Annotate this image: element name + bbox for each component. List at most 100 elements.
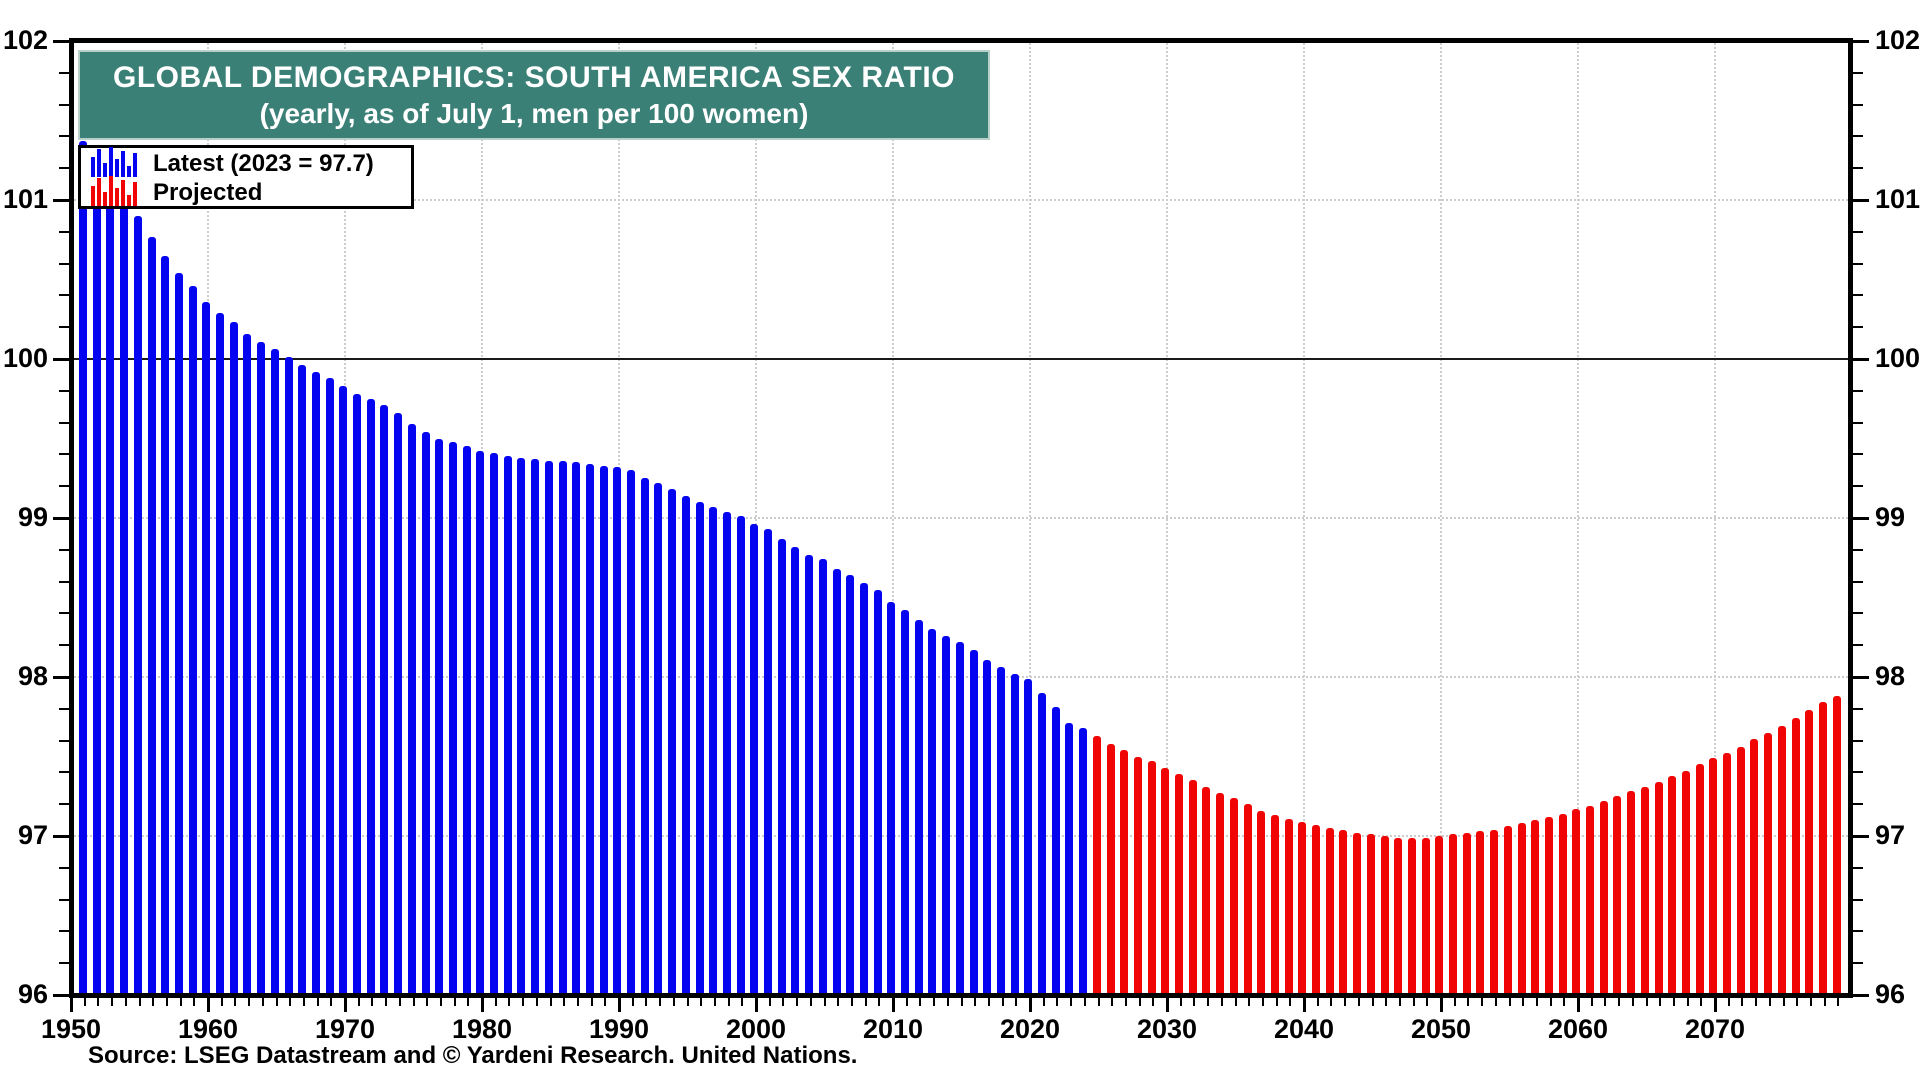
- y-minor-tick-right: [1853, 262, 1863, 265]
- bar-1996: [709, 506, 718, 995]
- bar-2021: [1051, 707, 1060, 995]
- x-major-tick: [206, 998, 210, 1012]
- y-minor-tick-right: [1853, 580, 1863, 583]
- x-minor-tick: [1275, 998, 1278, 1006]
- legend-mini-bar: [103, 192, 107, 206]
- bar-2051: [1462, 832, 1471, 995]
- x-minor-tick: [850, 998, 853, 1006]
- bar-1957: [174, 273, 183, 995]
- y-minor-tick-left: [59, 707, 69, 710]
- bar-2033: [1216, 793, 1225, 995]
- legend-mini-bar: [91, 186, 95, 206]
- bar-1952: [106, 168, 115, 995]
- legend: Latest (2023 = 97.7) Projected: [78, 145, 414, 209]
- x-minor-tick: [1782, 998, 1785, 1006]
- x-minor-tick: [508, 998, 511, 1006]
- x-minor-tick: [1083, 998, 1086, 1006]
- x-minor-tick: [1741, 998, 1744, 1006]
- x-minor-tick: [1508, 998, 1511, 1006]
- y-minor-tick-left: [59, 103, 69, 106]
- legend-mini-bar: [109, 176, 113, 206]
- y-axis-label-right: 96: [1875, 979, 1906, 1009]
- x-minor-tick: [823, 998, 826, 1006]
- legend-mini-bar: [109, 147, 113, 177]
- bar-1967: [311, 371, 320, 995]
- bar-2023: [1079, 727, 1088, 995]
- bar-2037: [1270, 815, 1279, 995]
- x-axis-label: 2040: [1273, 1014, 1335, 1044]
- x-minor-tick: [809, 998, 812, 1006]
- bar-2016: [983, 659, 992, 995]
- x-minor-tick: [604, 998, 607, 1006]
- y-minor-tick-right: [1853, 230, 1863, 233]
- bar-2048: [1421, 837, 1430, 995]
- x-minor-tick: [563, 998, 566, 1006]
- y-axis-label-left: 100: [2, 343, 48, 373]
- bar-1963: [257, 341, 266, 995]
- bar-1961: [229, 322, 238, 995]
- bar-1960: [216, 312, 224, 995]
- x-axis-label: 2010: [862, 1014, 924, 1044]
- y-axis-label-right: 99: [1875, 502, 1906, 532]
- x-axis-label: 1970: [314, 1014, 376, 1044]
- bar-1999: [750, 524, 759, 995]
- bar-1981: [503, 455, 512, 995]
- bar-2030: [1175, 773, 1183, 995]
- bar-2064: [1640, 786, 1649, 995]
- x-minor-tick: [1124, 998, 1127, 1006]
- x-minor-tick: [1138, 998, 1141, 1006]
- bar-2066: [1668, 775, 1677, 995]
- bar-2002: [791, 546, 800, 995]
- x-minor-tick: [1522, 998, 1525, 1006]
- blue-bars-icon: [91, 147, 141, 177]
- bar-1976: [435, 438, 444, 995]
- bar-2076: [1805, 710, 1814, 995]
- x-minor-tick: [453, 998, 456, 1006]
- y-minor-tick-left: [59, 485, 69, 488]
- x-major-tick: [1713, 998, 1717, 1012]
- y-minor-tick-right: [1853, 866, 1863, 869]
- bar-2006: [846, 575, 855, 995]
- x-minor-tick: [1481, 998, 1484, 1006]
- legend-row-projected: Projected: [91, 176, 411, 206]
- bar-1993: [668, 489, 677, 995]
- legend-mini-bar: [115, 159, 119, 177]
- y-axis-label-left: 99: [17, 502, 48, 532]
- x-minor-tick: [1755, 998, 1758, 1006]
- y-minor-tick-right: [1853, 135, 1863, 138]
- y-minor-tick-right: [1853, 962, 1863, 965]
- bar-2007: [859, 583, 868, 995]
- bar-1995: [695, 502, 704, 995]
- y-minor-tick-right: [1853, 803, 1863, 806]
- y-major-tick-right: [1853, 39, 1869, 43]
- legend-latest-label: Latest (2023 = 97.7): [153, 150, 374, 177]
- y-axis-label-left: 101: [2, 184, 48, 214]
- y-minor-tick-left: [59, 71, 69, 74]
- x-minor-tick: [864, 998, 867, 1006]
- bar-1986: [572, 462, 581, 995]
- y-minor-tick-right: [1853, 326, 1863, 329]
- x-minor-tick: [946, 998, 949, 1006]
- x-minor-tick: [535, 998, 538, 1006]
- legend-mini-bar: [97, 178, 101, 206]
- y-axis-label-right: 100: [1875, 343, 1920, 373]
- y-major-tick-left: [53, 675, 69, 679]
- bar-2038: [1284, 818, 1293, 995]
- y-minor-tick-left: [59, 962, 69, 965]
- x-minor-tick: [672, 998, 675, 1006]
- bar-2065: [1654, 781, 1663, 995]
- x-minor-tick: [111, 998, 114, 1006]
- legend-mini-bar: [127, 195, 131, 206]
- legend-mini-bar: [121, 151, 125, 177]
- y-minor-tick-left: [59, 230, 69, 233]
- y-major-tick-left: [53, 198, 69, 202]
- x-minor-tick: [124, 998, 127, 1006]
- x-minor-tick: [1207, 998, 1210, 1006]
- bar-1959: [202, 301, 211, 995]
- bar-1987: [585, 463, 594, 995]
- x-minor-tick: [659, 998, 662, 1006]
- x-major-tick: [69, 998, 73, 1012]
- legend-mini-bar: [127, 166, 131, 177]
- x-minor-tick: [193, 998, 196, 1006]
- bar-1988: [599, 465, 608, 995]
